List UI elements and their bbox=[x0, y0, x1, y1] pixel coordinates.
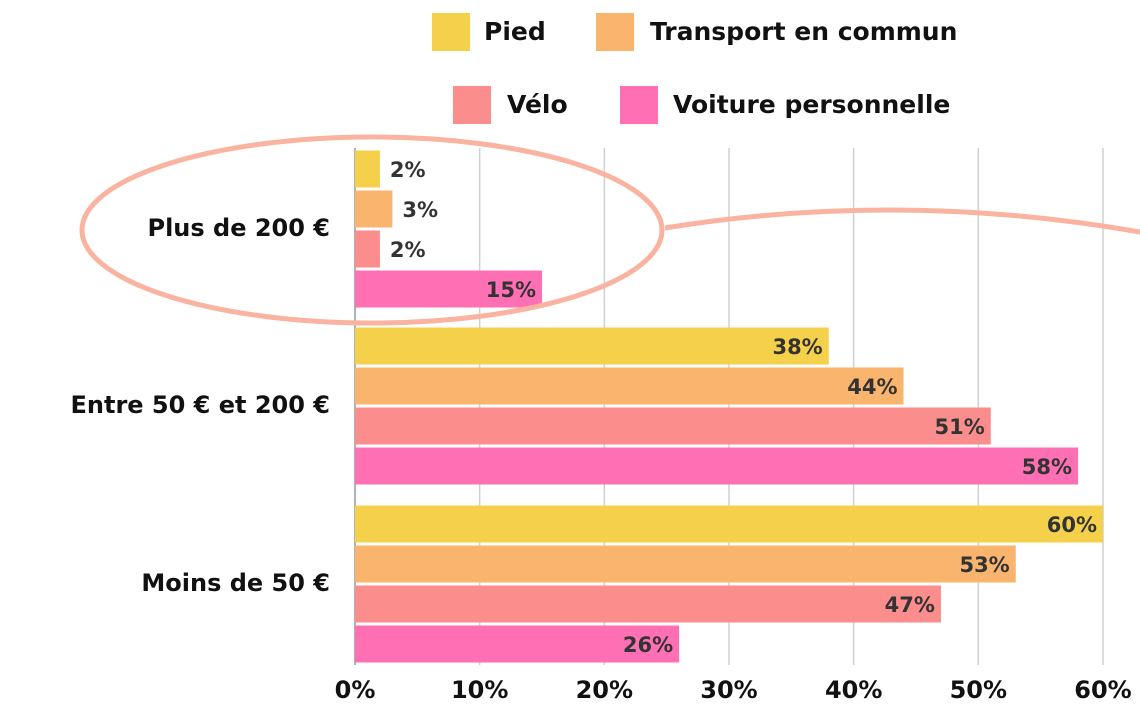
annotation bbox=[79, 134, 1140, 326]
value-label: 47% bbox=[885, 593, 935, 617]
bar bbox=[355, 585, 941, 623]
x-tick-label: 50% bbox=[950, 676, 1007, 704]
bar bbox=[355, 230, 380, 268]
legend-label: Voiture personnelle bbox=[673, 90, 950, 119]
bar bbox=[355, 190, 393, 228]
value-label: 60% bbox=[1047, 513, 1097, 537]
value-label: 44% bbox=[847, 375, 897, 399]
category-label: Entre 50 € et 200 € bbox=[71, 391, 331, 419]
legend-label: Vélo bbox=[507, 90, 568, 119]
x-tick-label: 30% bbox=[700, 676, 757, 704]
x-tick-label: 0% bbox=[335, 676, 376, 704]
legend-swatch bbox=[620, 86, 658, 124]
bar bbox=[355, 447, 1079, 485]
bar bbox=[355, 407, 991, 445]
legend-swatch bbox=[453, 86, 491, 124]
legend-label: Transport en commun bbox=[650, 17, 957, 46]
category-label: Plus de 200 € bbox=[147, 214, 330, 242]
highlight-connector bbox=[664, 207, 1140, 235]
bar bbox=[355, 150, 380, 188]
legend-swatch bbox=[596, 13, 634, 51]
legend-label: Pied bbox=[484, 17, 546, 46]
value-label: 38% bbox=[772, 335, 822, 359]
bar bbox=[355, 367, 904, 405]
legend-swatch bbox=[432, 13, 470, 51]
value-label: 2% bbox=[390, 238, 426, 262]
value-label: 53% bbox=[959, 553, 1009, 577]
bar bbox=[355, 505, 1103, 543]
x-tick-label: 60% bbox=[1074, 676, 1131, 704]
x-tick-label: 20% bbox=[576, 676, 633, 704]
grid bbox=[354, 148, 1104, 665]
value-label: 15% bbox=[486, 278, 536, 302]
bars bbox=[355, 150, 1103, 663]
value-label: 26% bbox=[623, 633, 673, 657]
value-label: 2% bbox=[390, 158, 426, 182]
bar bbox=[355, 327, 829, 365]
bar bbox=[355, 270, 542, 308]
category-label: Moins de 50 € bbox=[141, 569, 330, 597]
x-tick-label: 40% bbox=[825, 676, 882, 704]
bar bbox=[355, 625, 680, 663]
highlight-ellipse bbox=[79, 134, 665, 326]
value-label: 3% bbox=[402, 198, 438, 222]
value-label: 51% bbox=[935, 415, 985, 439]
bar bbox=[355, 545, 1016, 583]
x-tick-label: 10% bbox=[451, 676, 508, 704]
value-label: 58% bbox=[1022, 455, 1072, 479]
